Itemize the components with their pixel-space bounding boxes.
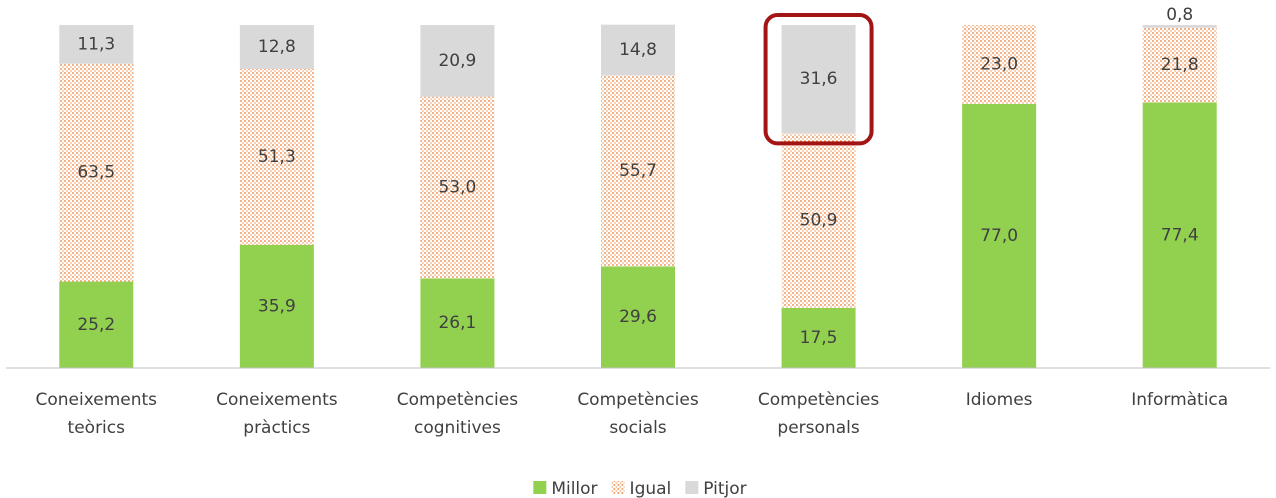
x-tick-label: Coneixements pràctics xyxy=(216,390,338,438)
value-label: 53,0 xyxy=(438,178,476,198)
legend-label: Millor xyxy=(551,479,597,498)
legend-item: Pitjor xyxy=(685,479,747,498)
bar-segment xyxy=(239,244,314,368)
bar-segment xyxy=(1142,25,1217,28)
legend-label: Pitjor xyxy=(703,479,746,498)
bar-segment xyxy=(601,266,675,368)
value-label: 77,0 xyxy=(980,226,1018,246)
value-label: 51,3 xyxy=(258,147,296,167)
x-tick-label-line: personals xyxy=(777,418,859,438)
x-tick-label-line: teòrics xyxy=(68,418,126,438)
value-label: 14,8 xyxy=(619,40,657,60)
value-label: 63,5 xyxy=(77,163,115,183)
x-tick-label-line: pràctics xyxy=(243,418,310,438)
value-label: 77,4 xyxy=(1161,225,1199,245)
legend-swatch xyxy=(611,481,625,494)
x-tick-label: Competències personals xyxy=(758,390,880,438)
value-label: 21,8 xyxy=(1161,55,1199,75)
bar-segment xyxy=(781,25,856,134)
bar-segment xyxy=(239,68,314,245)
x-tick-label-line: Coneixements xyxy=(216,390,338,410)
x-tick-label: Informàtica xyxy=(1131,390,1228,410)
legend-item: Igual xyxy=(611,479,672,498)
bar-segment xyxy=(1142,102,1217,368)
value-label: 29,6 xyxy=(619,307,657,327)
bar-segment xyxy=(962,25,1037,104)
x-tick-label: Idiomes xyxy=(966,390,1033,410)
value-label: 20,9 xyxy=(438,51,476,71)
legend-swatch xyxy=(685,481,699,494)
x-tick-label-line: Coneixements xyxy=(36,390,158,410)
value-label: 23,0 xyxy=(980,54,1018,74)
bar-segment xyxy=(962,103,1037,368)
legend-swatch xyxy=(533,481,547,494)
x-tick-label: Competències cognitives xyxy=(397,390,519,438)
bar-segment xyxy=(239,25,314,69)
value-label: 17,5 xyxy=(800,328,838,348)
legend: Millor Igual Pitjor xyxy=(533,479,747,498)
value-label: 35,9 xyxy=(258,296,296,316)
bar-segment xyxy=(601,75,675,267)
bar-segment xyxy=(1142,27,1217,103)
x-tick-label-line: Competències xyxy=(758,390,880,410)
value-label: 25,2 xyxy=(77,315,115,335)
x-tick-label: Coneixements teòrics xyxy=(36,390,158,438)
bar-segment xyxy=(420,25,495,97)
x-tick-label: Competències socials xyxy=(577,390,699,438)
x-tick-label-line: Competències xyxy=(577,390,699,410)
bar-segment xyxy=(59,25,134,64)
value-label: 12,8 xyxy=(258,37,296,57)
value-label: 0,8 xyxy=(1166,5,1193,25)
bar-segment xyxy=(781,133,856,308)
value-label: 31,6 xyxy=(800,69,838,89)
legend-item: Millor xyxy=(533,479,598,498)
bar-segment xyxy=(420,278,495,368)
bar-segment xyxy=(420,96,495,279)
value-label: 50,9 xyxy=(800,211,838,231)
x-tick-label-line: socials xyxy=(609,418,666,438)
x-tick-label-line: Competències xyxy=(397,390,519,410)
bar-segment xyxy=(59,281,134,368)
bar-segment xyxy=(781,307,856,368)
highlight-box xyxy=(763,13,874,146)
legend-label: Igual xyxy=(630,479,672,498)
value-label: 26,1 xyxy=(438,313,476,333)
bar-segment xyxy=(601,24,675,76)
value-label: 55,7 xyxy=(619,161,657,181)
value-label: 11,3 xyxy=(77,34,115,54)
x-tick-label-line: cognitives xyxy=(414,418,501,438)
bar-segment xyxy=(59,63,134,282)
